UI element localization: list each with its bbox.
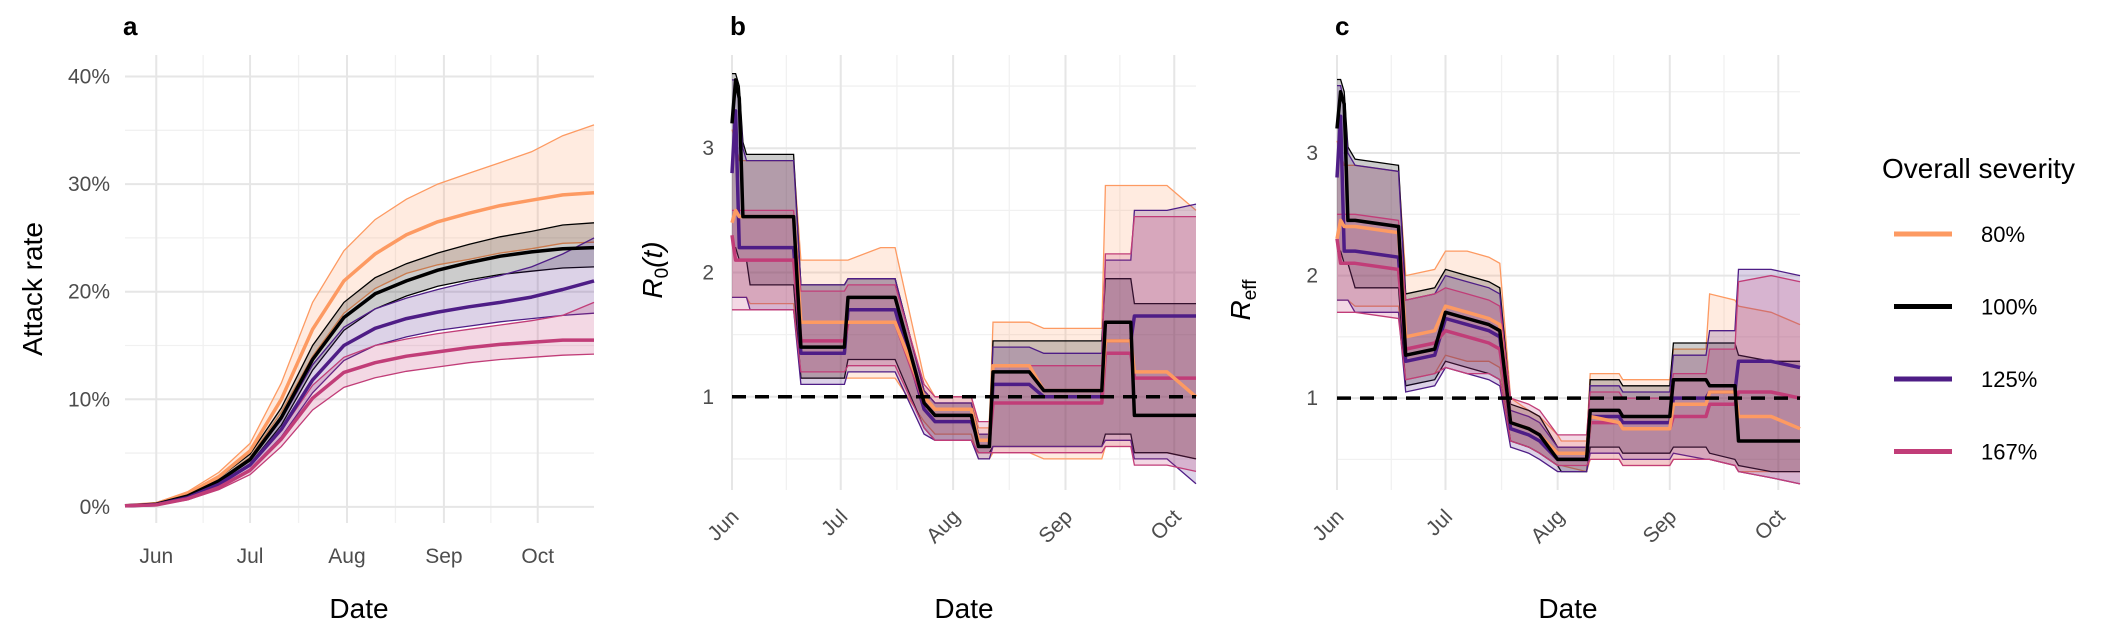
x-tick-label: Jun bbox=[1308, 505, 1348, 545]
series-lines bbox=[124, 190, 595, 508]
lower-bound-80pct bbox=[732, 296, 1197, 460]
panel-letter: c bbox=[1335, 11, 1349, 41]
upper-bound-125pct bbox=[1337, 84, 1801, 448]
ribbon-100pct bbox=[732, 73, 1196, 459]
y-tick-label: 2 bbox=[702, 262, 714, 285]
y-tick-label: 3 bbox=[702, 137, 714, 160]
x-tick-label: Oct bbox=[1750, 505, 1789, 544]
series-line-100pct bbox=[730, 78, 1196, 449]
y-axis-title: R0(t) bbox=[637, 241, 673, 298]
y-tick-label: 2 bbox=[1306, 265, 1318, 288]
x-tick-label: Sep bbox=[425, 545, 462, 568]
series-line-167pct bbox=[124, 338, 594, 508]
ribbon-125pct bbox=[1337, 85, 1800, 484]
series-lines bbox=[730, 78, 1198, 449]
x-tick-label: Aug bbox=[1526, 505, 1569, 548]
y-tick-label: 3 bbox=[1306, 142, 1318, 165]
x-tick-label: Jul bbox=[1422, 505, 1457, 540]
legend-label: 100% bbox=[1981, 295, 2037, 320]
ribbon-80pct bbox=[1337, 140, 1800, 472]
x-tick-label: Sep bbox=[1639, 505, 1682, 548]
panel-c: Jun Jul Aug Sep Oct 1 2 3 c Date Reff bbox=[1225, 11, 1801, 624]
y-tick-label: 30% bbox=[68, 173, 110, 196]
y-tick-label: 20% bbox=[68, 281, 110, 304]
x-tick-label: Sep bbox=[1034, 505, 1077, 548]
upper-bound-167pct bbox=[1337, 213, 1801, 436]
series-line-80pct bbox=[124, 190, 595, 508]
x-tick-label: Aug bbox=[922, 505, 965, 548]
y-tick-label: 10% bbox=[68, 388, 110, 411]
legend: Overall severity 80% 100% 125% 167% bbox=[1882, 153, 2075, 465]
panel-letter: b bbox=[730, 11, 746, 41]
y-tick-label: 40% bbox=[68, 66, 110, 89]
panel-a: Jun Jul Aug Sep Oct 0% 10% 20% 30% 40% a Date Attack… bbox=[17, 11, 595, 624]
x-tick-label: Jul bbox=[817, 505, 852, 540]
ribbon-125pct bbox=[732, 79, 1196, 484]
series-lines bbox=[1335, 90, 1801, 462]
x-tick-label: Jun bbox=[703, 505, 743, 545]
ribbon-80pct bbox=[732, 129, 1196, 459]
x-tick-label: Oct bbox=[521, 545, 554, 568]
ribbon-167pct bbox=[125, 302, 594, 506]
y-axis-title: Attack rate bbox=[17, 222, 48, 356]
y-tick-label: 1 bbox=[1306, 387, 1318, 410]
grid bbox=[125, 55, 594, 523]
x-axis-title: Date bbox=[1538, 593, 1597, 624]
grid bbox=[1336, 55, 1800, 490]
ribbon-167pct bbox=[732, 210, 1196, 472]
y-tick-label: 1 bbox=[702, 386, 714, 409]
series-line-125pct bbox=[124, 279, 595, 508]
panel-b: Jun Jul Aug Sep Oct 1 2 3 b Date R0(t) bbox=[637, 11, 1198, 624]
lower-bound-167pct bbox=[732, 309, 1197, 473]
x-axis-title: Date bbox=[329, 593, 388, 624]
legend-label: 80% bbox=[1981, 222, 2025, 247]
legend-label: 125% bbox=[1981, 367, 2037, 392]
series-line-100pct bbox=[124, 245, 595, 508]
x-tick-label: Oct bbox=[1146, 505, 1185, 544]
legend-title: Overall severity bbox=[1882, 153, 2075, 184]
ribbons bbox=[124, 124, 595, 507]
ribbons bbox=[1336, 78, 1801, 485]
x-axis-title: Date bbox=[934, 593, 993, 624]
lower-bound-167pct bbox=[1337, 311, 1801, 485]
x-tick-label: Jul bbox=[237, 545, 264, 568]
legend-label: 167% bbox=[1981, 440, 2037, 465]
ribbons bbox=[731, 72, 1197, 485]
y-tick-label: 0% bbox=[80, 496, 110, 519]
ribbon-80pct bbox=[125, 124, 594, 506]
panel-letter: a bbox=[123, 11, 138, 41]
y-axis-title: Reff bbox=[1225, 279, 1261, 321]
x-tick-label: Aug bbox=[328, 545, 365, 568]
series-line-100pct bbox=[1335, 90, 1800, 462]
x-tick-label: Jun bbox=[139, 545, 173, 568]
upper-bound-80pct bbox=[124, 124, 595, 507]
